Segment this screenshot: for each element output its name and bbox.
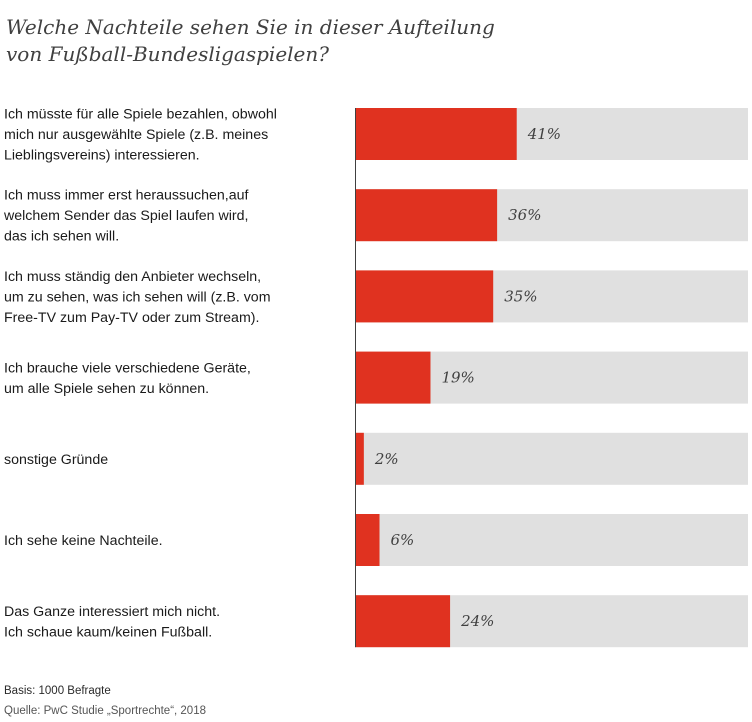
bar-track xyxy=(356,432,748,485)
category-label: sonstige Gründe xyxy=(4,452,108,468)
value-label: 2% xyxy=(374,450,399,468)
bar xyxy=(356,432,364,485)
footnote-source: Quelle: PwC Studie „Sportrechte“, 2018 xyxy=(4,705,206,717)
category-label: Ich muss ständig den Anbieter wechseln, u… xyxy=(4,269,271,326)
value-label: 41% xyxy=(527,125,561,143)
bar xyxy=(356,514,380,566)
bar-chart: 41% Ich müsste für alle Spiele bezahlen, … xyxy=(3,107,748,648)
value-label: 35% xyxy=(504,287,537,305)
category-label: Ich brauche viele verschiedene Geräte, um… xyxy=(4,360,251,397)
category-label: Ich müsste für alle Spiele bezahlen, obw… xyxy=(4,107,277,164)
bar xyxy=(356,270,494,323)
footnote-basis: Basis: 1000 Befragte xyxy=(4,685,111,697)
category-label: Das Ganze interessiert mich nicht. Ich sc… xyxy=(4,604,220,641)
bar-track xyxy=(356,514,748,566)
value-label: 19% xyxy=(441,369,474,387)
chart-title: Welche Nachteile sehen Sie in dieser Auf… xyxy=(6,15,495,66)
category-label: Ich muss immer erst heraussuchen,auf welc… xyxy=(3,188,248,245)
bar xyxy=(356,351,431,404)
bar xyxy=(356,189,498,242)
bar xyxy=(356,595,451,648)
value-label: 36% xyxy=(508,206,541,224)
value-label: 24% xyxy=(460,612,494,630)
value-label: 6% xyxy=(391,531,415,549)
bar xyxy=(356,108,517,160)
category-label: Ich sehe keine Nachteile. xyxy=(4,533,163,549)
